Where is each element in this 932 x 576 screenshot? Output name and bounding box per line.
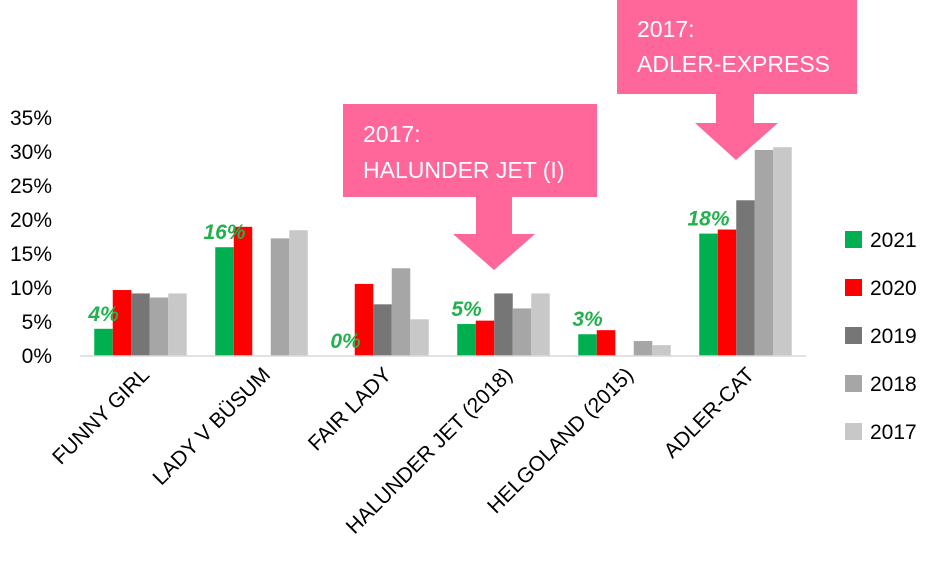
bar-2018: [633, 341, 653, 356]
bar-2020: [233, 226, 253, 356]
bar-2017: [168, 293, 187, 356]
bar-2017: [531, 293, 550, 356]
y-tick-label: 30%: [10, 141, 52, 164]
data-label-2021: 4%: [87, 303, 119, 326]
bar-2020: [475, 320, 495, 356]
category-label: FUNNY GIRL: [48, 363, 154, 469]
y-tick-label: 20%: [10, 209, 52, 232]
bar-2018: [270, 238, 290, 356]
data-label-2021: 5%: [451, 298, 482, 321]
legend-label-2019: 2019: [870, 325, 917, 348]
bar-2018: [512, 308, 532, 356]
bar-2018: [391, 268, 411, 356]
y-tick-label: 15%: [10, 243, 52, 266]
bar-2017: [410, 319, 429, 356]
callout-adler-arrow: [695, 94, 778, 160]
callout-adler: 2017: ADLER-EXPRESS: [617, 0, 857, 160]
callout-halunder-line1: 2017:: [363, 121, 421, 147]
y-tick-label: 10%: [10, 277, 52, 300]
bar-2019: [736, 200, 755, 356]
y-tick-label: 0%: [22, 345, 52, 368]
y-tick-label: 25%: [10, 175, 52, 198]
bar-2021: [699, 233, 718, 356]
legend-swatch-2019: [845, 327, 862, 344]
callout-adler-line2: ADLER-EXPRESS: [637, 51, 830, 77]
legend-label-2017: 2017: [870, 421, 917, 444]
bar-2021: [457, 324, 476, 356]
callout-adler-box: [617, 0, 857, 94]
data-label-2021: 16%: [203, 221, 245, 244]
callout-adler-line1: 2017:: [637, 16, 695, 42]
callout-halunder: 2017: HALUNDER JET (I): [343, 104, 597, 270]
legend-label-2021: 2021: [870, 229, 917, 252]
legend: 2021 2020 2019 2018 2017: [845, 229, 917, 444]
category-label: LADY V BÜSUM: [148, 363, 275, 490]
bar-2021: [578, 334, 597, 356]
legend-label-2020: 2020: [870, 277, 917, 300]
data-labels: 4% 16% 0% 5% 3% 18%: [87, 208, 730, 353]
legend-swatch-2017: [845, 423, 862, 440]
bar-2020: [112, 290, 132, 356]
bar-2017: [289, 230, 308, 356]
bar-2019: [373, 304, 392, 356]
bars: [94, 147, 792, 356]
y-axis-ticks: 0% 5% 10% 15% 20% 25% 30% 35%: [10, 107, 52, 368]
bar-2020: [596, 330, 616, 356]
legend-swatch-2021: [845, 231, 862, 248]
bar-2020: [717, 229, 737, 356]
data-label-2021: 0%: [330, 330, 361, 353]
bar-2021: [215, 247, 234, 356]
bar-2019: [494, 293, 513, 356]
callout-halunder-box: [343, 104, 597, 197]
category-label: ADLER-CAT: [660, 363, 759, 462]
data-label-2021: 3%: [572, 308, 603, 331]
legend-label-2018: 2018: [870, 373, 917, 396]
bar-2017: [773, 147, 792, 356]
legend-swatch-2018: [845, 375, 862, 392]
y-tick-label: 35%: [10, 107, 52, 130]
callout-halunder-line2: HALUNDER JET (I): [363, 157, 565, 183]
category-label: FAIR LADY: [304, 363, 396, 455]
y-tick-label: 5%: [22, 311, 52, 334]
bar-2017: [652, 345, 671, 356]
legend-swatch-2020: [845, 279, 862, 296]
callout-halunder-arrow: [453, 197, 535, 270]
bar-2020: [354, 283, 374, 356]
bar-2019: [131, 293, 150, 356]
data-label-2021: 18%: [687, 208, 729, 231]
bar-2021: [94, 328, 113, 356]
bar-2018: [754, 149, 774, 356]
bar-2018: [149, 297, 169, 356]
